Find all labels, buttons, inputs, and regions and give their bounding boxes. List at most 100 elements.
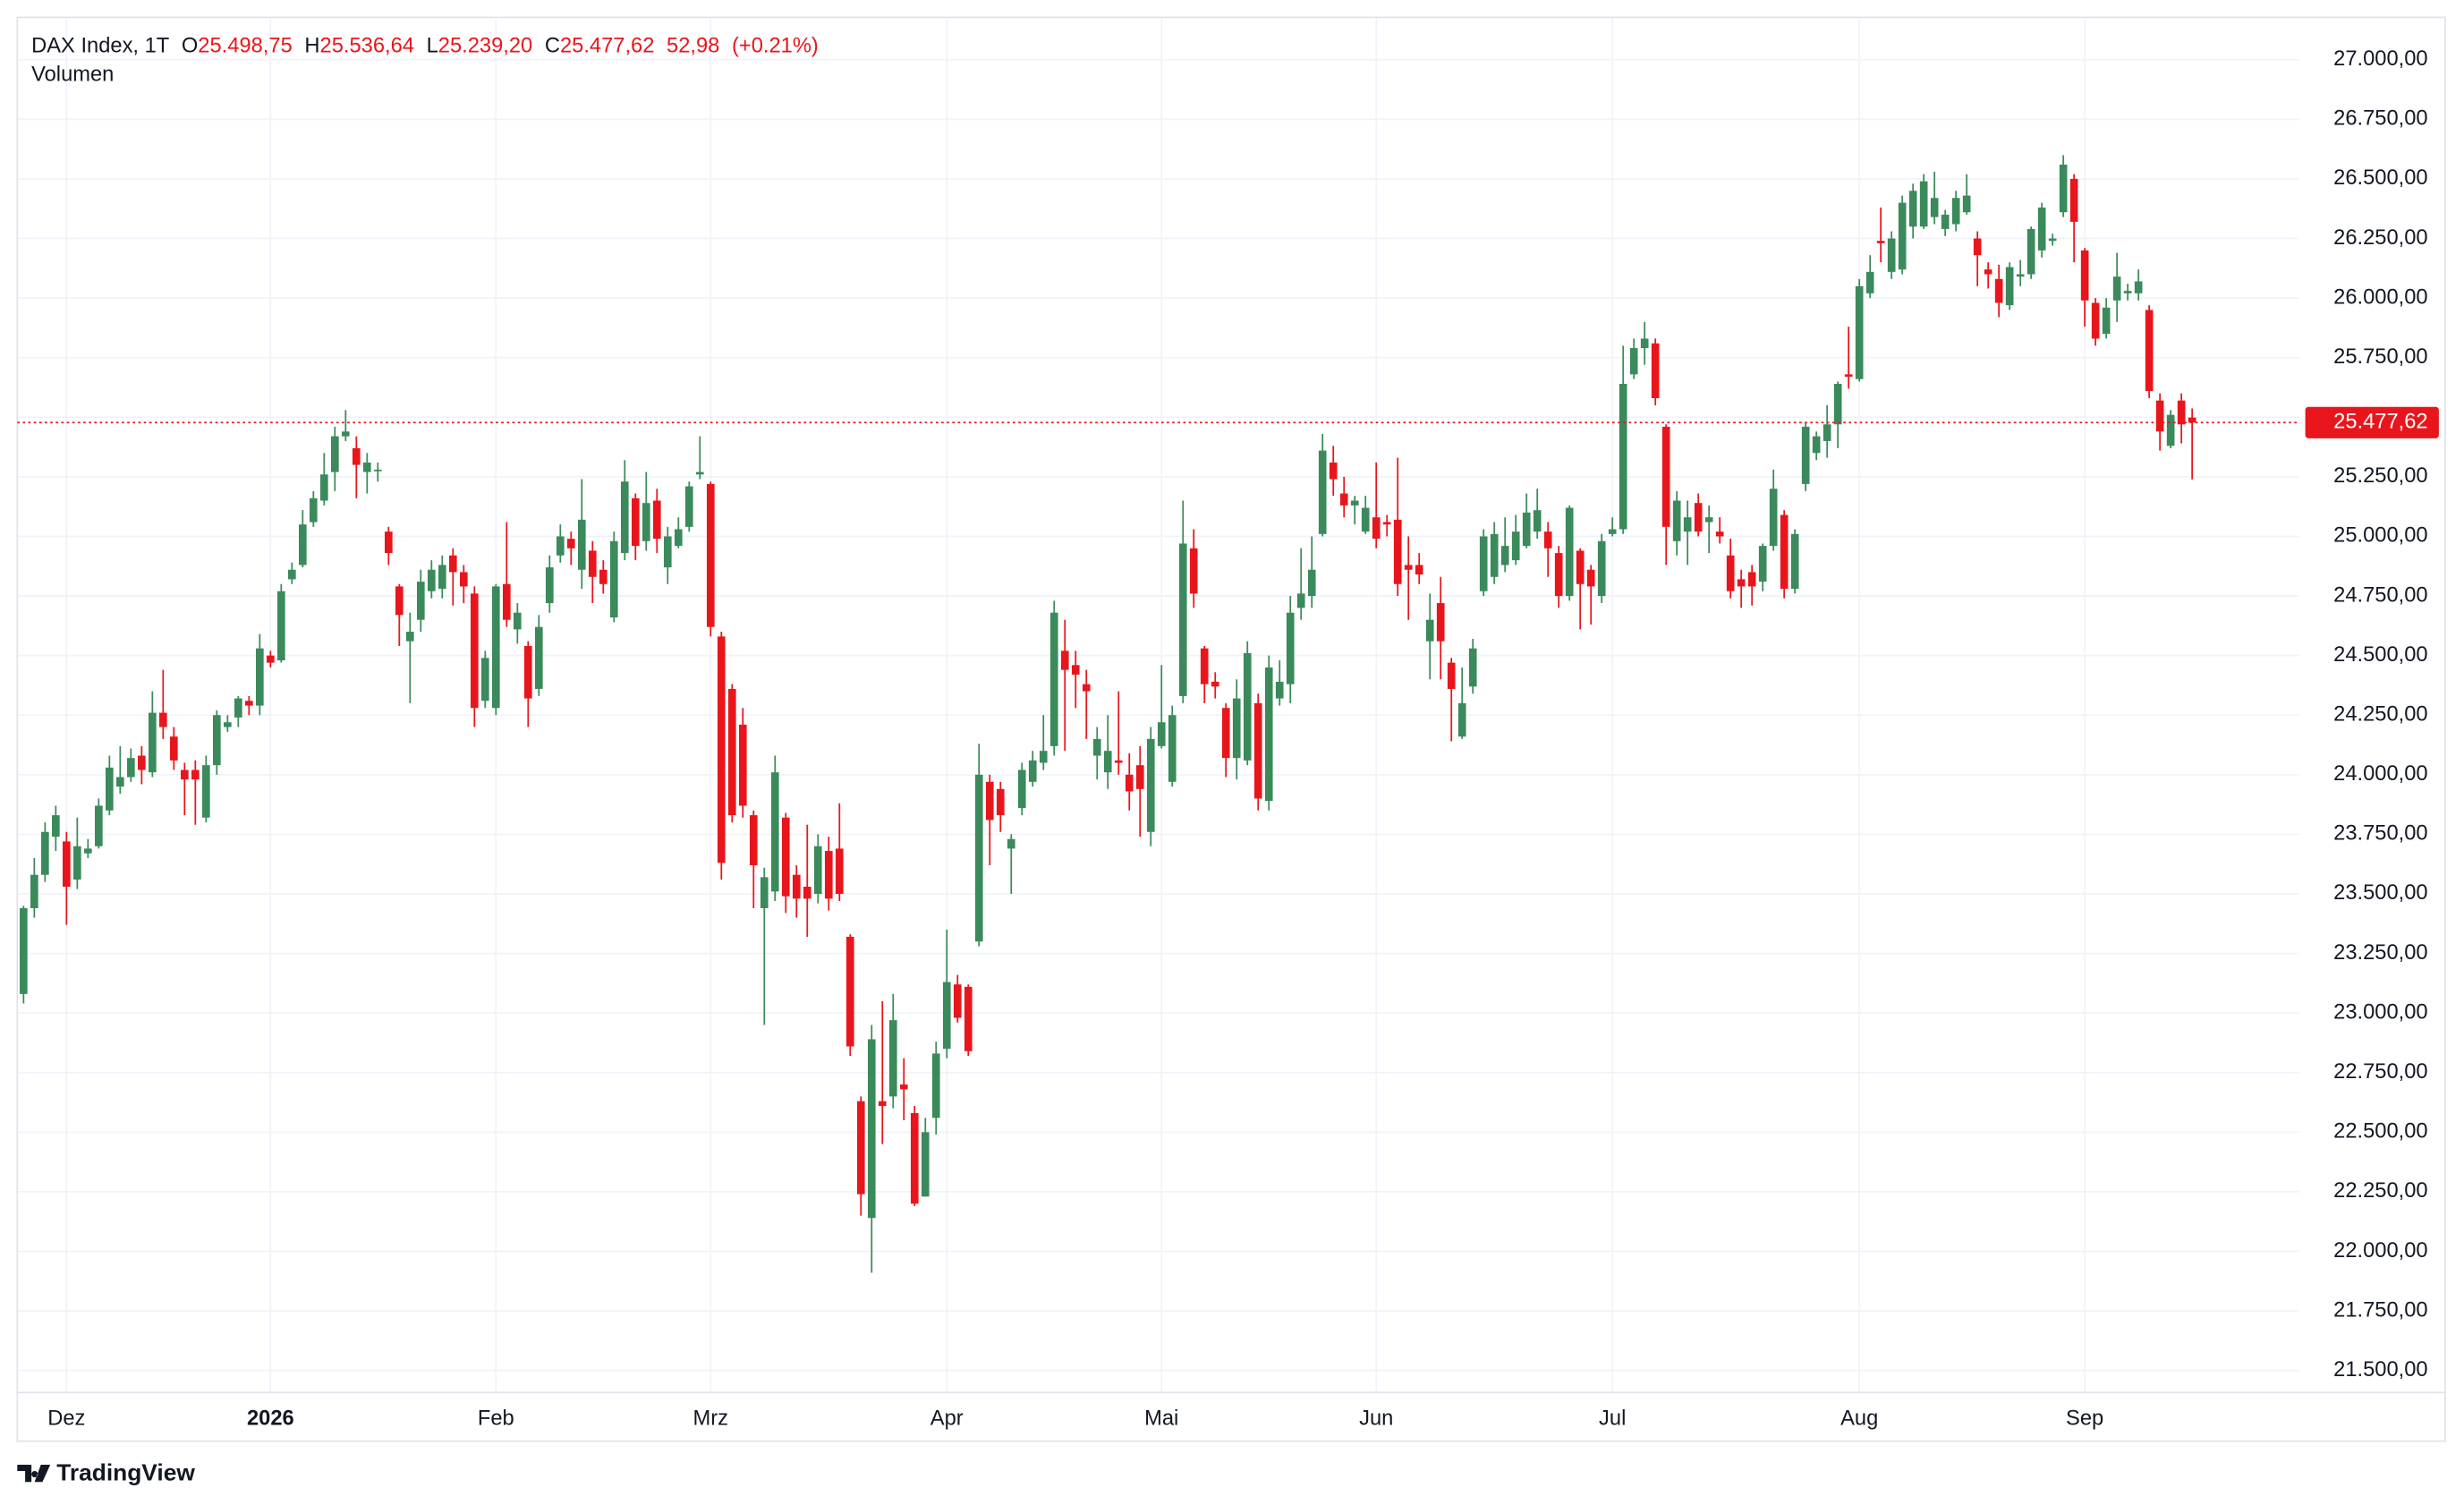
- candle-body: [566, 539, 575, 548]
- candle-body: [1468, 648, 1477, 687]
- candle-body: [1039, 751, 1048, 763]
- candle-body: [1146, 738, 1155, 832]
- candle-body: [1790, 533, 1799, 590]
- candle-body: [405, 632, 414, 642]
- candle-body: [1661, 426, 1670, 527]
- candle-body: [534, 626, 543, 689]
- x-tick-label: Mai: [1144, 1407, 1178, 1430]
- candle-body: [695, 472, 704, 475]
- candle-body: [609, 540, 618, 618]
- y-tick-label: 23.000,00: [2333, 1000, 2427, 1024]
- candle-body: [2166, 414, 2175, 446]
- candle-body: [1533, 510, 1542, 532]
- candle-body: [1393, 519, 1402, 584]
- candle-body: [577, 519, 586, 570]
- candle-body: [170, 736, 178, 761]
- candle-body: [2123, 291, 2132, 293]
- candle-body: [384, 531, 393, 554]
- open-label: O: [182, 35, 198, 58]
- candle-body: [1060, 650, 1069, 670]
- candle-body: [1350, 500, 1359, 506]
- candle-body: [1049, 612, 1058, 746]
- candle-body: [1415, 565, 1423, 575]
- candle-body: [2145, 310, 2154, 392]
- candle-body: [835, 848, 844, 894]
- candle-body: [738, 724, 747, 806]
- candle-body: [63, 841, 71, 888]
- candle-body: [191, 770, 200, 780]
- candle-body: [1812, 436, 1821, 454]
- close-value: 25.477,62: [560, 35, 654, 58]
- candle-body: [1994, 278, 2003, 303]
- candle-body: [480, 658, 489, 701]
- y-tick-label: 25.250,00: [2333, 464, 2427, 488]
- y-tick-label: 26.000,00: [2333, 285, 2427, 309]
- candle-body: [1576, 550, 1585, 584]
- x-tick-label: Jul: [1599, 1407, 1626, 1430]
- candle-body: [1457, 702, 1466, 737]
- brand: TradingView: [56, 1458, 195, 1485]
- candle-body: [985, 781, 994, 821]
- candle-body: [996, 788, 1005, 816]
- candle-body: [2080, 250, 2089, 301]
- candle-body: [856, 1101, 865, 1195]
- candle-body: [1608, 529, 1617, 534]
- candle-body: [1168, 715, 1177, 782]
- change: 52,98: [667, 35, 719, 58]
- candle-body: [684, 486, 693, 527]
- candle-body: [899, 1084, 908, 1090]
- candle-body: [1780, 514, 1789, 590]
- candle-body: [888, 1020, 897, 1097]
- y-tick-label: 25.750,00: [2333, 345, 2427, 369]
- candle-body: [256, 648, 264, 706]
- x-tick-label: Sep: [2066, 1407, 2103, 1430]
- candle-body: [416, 582, 425, 620]
- candle-body: [588, 550, 597, 577]
- candle-body: [1704, 517, 1713, 523]
- candle-body: [245, 701, 253, 706]
- y-tick-label: 24.000,00: [2333, 762, 2427, 786]
- candle-body: [1007, 838, 1015, 849]
- candle-body: [1135, 765, 1144, 789]
- candle-body: [470, 593, 479, 709]
- candle-body: [2188, 417, 2196, 423]
- candle-body: [1157, 722, 1166, 746]
- grid: [17, 17, 2299, 1393]
- low-label: L: [427, 35, 438, 58]
- candle-body: [1511, 531, 1520, 561]
- candle-body: [52, 815, 60, 838]
- logo-icon: [17, 1464, 51, 1483]
- open-value: 25.498,75: [198, 35, 292, 58]
- candle-body: [1264, 667, 1273, 802]
- candle-body: [1436, 603, 1445, 642]
- candle-body: [1275, 681, 1284, 699]
- candle-body: [2112, 276, 2121, 301]
- candle-body: [803, 887, 811, 899]
- candle-body: [631, 497, 640, 547]
- candle-body: [1747, 572, 1756, 587]
- candle-body: [1543, 531, 1552, 548]
- candle-body: [1640, 338, 1649, 349]
- candle-body: [1114, 760, 1123, 763]
- candle-body: [1973, 238, 1982, 256]
- candle-body: [1200, 648, 1209, 684]
- candle-body: [1984, 269, 1992, 275]
- candle-body: [2134, 281, 2143, 293]
- candle-body: [341, 431, 350, 437]
- candle-body: [1586, 569, 1595, 587]
- candle-body: [1103, 751, 1112, 773]
- candle-body: [1082, 684, 1091, 692]
- y-tick-label: 25.000,00: [2333, 524, 2427, 548]
- candle-body: [620, 481, 629, 554]
- candle-body: [1619, 384, 1627, 530]
- candle-body: [545, 567, 554, 604]
- y-tick-label: 24.750,00: [2333, 583, 2427, 607]
- candle-body: [1372, 517, 1381, 540]
- candle-body: [513, 612, 522, 630]
- candle-body: [2177, 400, 2186, 425]
- close-label: C: [545, 35, 560, 58]
- candle-body: [2026, 228, 2035, 275]
- y-tick-label: 22.750,00: [2333, 1060, 2427, 1084]
- candle-body: [1554, 553, 1563, 597]
